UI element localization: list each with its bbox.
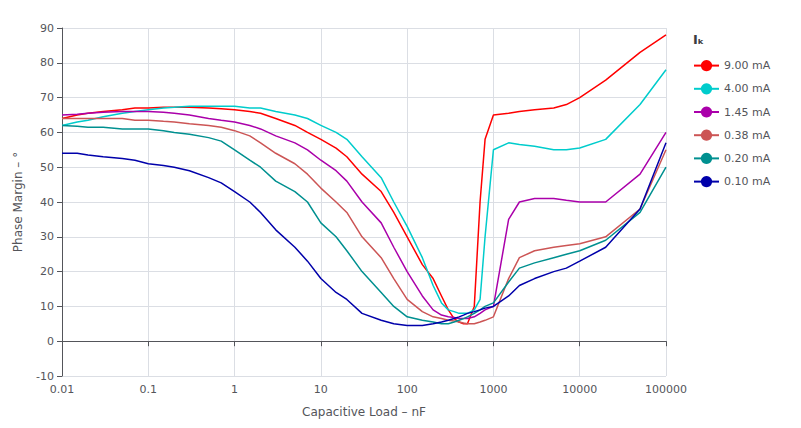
svg-text:0: 0 bbox=[47, 335, 54, 348]
svg-text:Phase Margin – °: Phase Margin – ° bbox=[11, 152, 25, 252]
svg-text:10: 10 bbox=[314, 383, 328, 396]
svg-text:1: 1 bbox=[231, 383, 238, 396]
svg-text:30: 30 bbox=[40, 230, 54, 243]
svg-text:0.01: 0.01 bbox=[50, 383, 75, 396]
svg-text:-10: -10 bbox=[36, 370, 54, 383]
svg-text:80: 80 bbox=[40, 56, 54, 69]
svg-text:50: 50 bbox=[40, 161, 54, 174]
svg-text:1.45 mA: 1.45 mA bbox=[724, 106, 771, 119]
svg-text:90: 90 bbox=[40, 22, 54, 35]
svg-text:70: 70 bbox=[40, 91, 54, 104]
svg-text:0.10 mA: 0.10 mA bbox=[724, 175, 771, 188]
svg-text:0.38 mA: 0.38 mA bbox=[724, 129, 771, 142]
svg-text:0.20 mA: 0.20 mA bbox=[724, 152, 771, 165]
svg-text:4.00 mA: 4.00 mA bbox=[724, 82, 771, 95]
svg-text:60: 60 bbox=[40, 126, 54, 139]
svg-text:10000: 10000 bbox=[562, 383, 597, 396]
svg-text:1000: 1000 bbox=[479, 383, 507, 396]
svg-text:100: 100 bbox=[397, 383, 418, 396]
svg-text:9.00 mA: 9.00 mA bbox=[724, 59, 771, 72]
svg-text:10: 10 bbox=[40, 300, 54, 313]
svg-text:20: 20 bbox=[40, 265, 54, 278]
svg-text:0.1: 0.1 bbox=[140, 383, 158, 396]
svg-text:Capacitive Load – nF: Capacitive Load – nF bbox=[302, 405, 426, 419]
svg-text:Iₖ: Iₖ bbox=[693, 32, 704, 47]
svg-text:40: 40 bbox=[40, 196, 54, 209]
svg-text:100000: 100000 bbox=[645, 383, 687, 396]
